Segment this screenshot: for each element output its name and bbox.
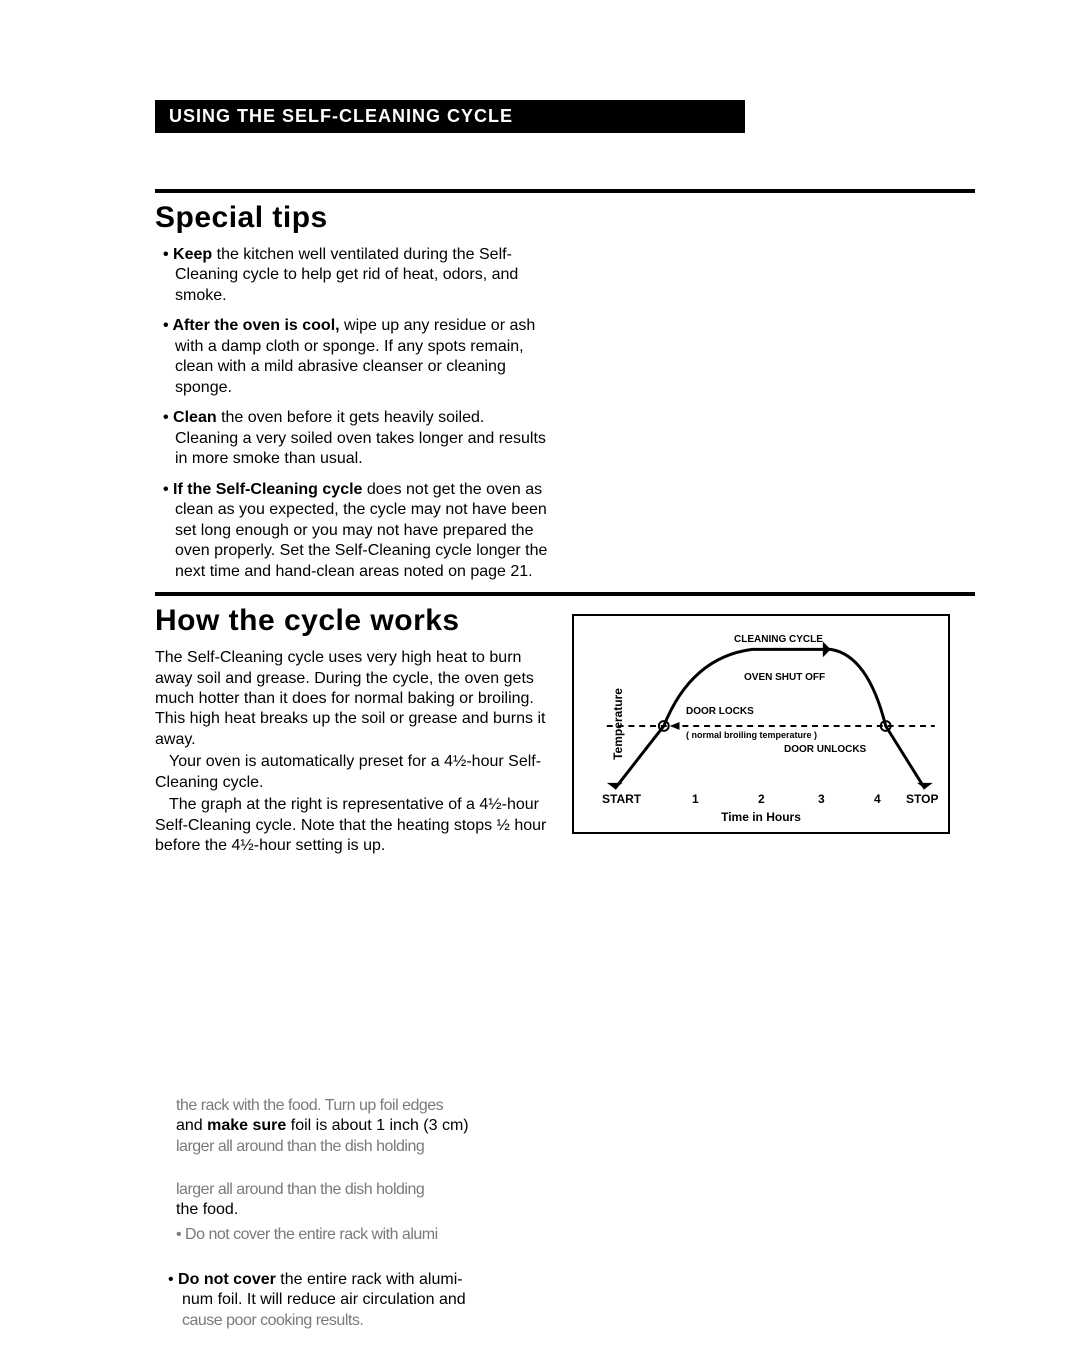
- section-header-bar: USING THE SELF-CLEANING CYCLE: [155, 100, 745, 133]
- chart-xtick-4: 4: [874, 792, 881, 806]
- ghost-fragment: the entire rack with alumi-: [276, 1271, 463, 1288]
- chart-xtick-1: 1: [692, 792, 699, 806]
- ghost-fragment-bold: make sure: [207, 1117, 286, 1134]
- chart-label-cleaning-cycle: CLEANING CYCLE: [734, 634, 823, 645]
- chart-xtick-stop: STOP: [906, 792, 938, 806]
- cleaning-cycle-chart: Temperature CLEANING CYCLE OVEN SHUT OFF…: [572, 614, 950, 834]
- ghost-line: larger all around than the dish holding: [176, 1180, 596, 1200]
- chart-label-normal-broiling: ( normal broiling temperature ): [686, 730, 817, 740]
- ghost-fragment: foil is about 1 inch (3 cm): [286, 1117, 468, 1134]
- how-cycle-works-heading: How the cycle works: [155, 604, 550, 638]
- chart-x-axis-label: Time in Hours: [721, 810, 801, 824]
- ghost-text-block: larger all around than the dish holding …: [176, 1180, 596, 1245]
- tip-rest: the kitchen well ventilated during the S…: [175, 246, 518, 304]
- ghost-line: and make sure foil is about 1 inch (3 cm…: [176, 1116, 596, 1136]
- ghost-line: the rack with the food. Turn up foil edg…: [176, 1096, 596, 1116]
- ghost-text-block: • Do not cover the entire rack with alum…: [168, 1270, 588, 1331]
- ghost-line: • Do not cover the entire rack with alum…: [176, 1225, 596, 1245]
- chart-xtick-3: 3: [818, 792, 825, 806]
- tip-rest: the oven before it gets heavily soiled. …: [175, 409, 546, 467]
- tip-lead: Clean: [173, 409, 217, 426]
- tip-lead: If the Self-Cleaning cycle: [173, 481, 362, 498]
- chart-label-door-unlocks: DOOR UNLOCKS: [784, 744, 866, 755]
- ghost-fragment-bold: Do not cover: [178, 1271, 276, 1288]
- ghost-fragment: •: [168, 1271, 178, 1288]
- tip-bullet: Keep the kitchen well ventilated during …: [155, 245, 550, 306]
- header-title: USING THE SELF-CLEANING CYCLE: [169, 106, 513, 126]
- divider-rule: [155, 189, 975, 193]
- divider-rule: [155, 592, 975, 596]
- ghost-line: the food.: [176, 1200, 596, 1220]
- tip-bullet: After the oven is cool, wipe up any resi…: [155, 316, 550, 398]
- chart-xtick-start: START: [602, 792, 641, 806]
- chart-label-door-locks: DOOR LOCKS: [686, 706, 754, 717]
- body-paragraph: The graph at the right is representative…: [155, 795, 550, 856]
- ghost-line: cause poor cooking results.: [168, 1311, 588, 1331]
- ghost-fragment: and: [176, 1117, 207, 1134]
- ghost-text-block: the rack with the food. Turn up foil edg…: [176, 1096, 596, 1157]
- chart-y-axis-label: Temperature: [611, 688, 625, 760]
- body-paragraph: Your oven is automatically preset for a …: [155, 752, 550, 793]
- ghost-line: larger all around than the dish holding: [176, 1137, 596, 1157]
- tip-lead: After the oven is cool,: [172, 317, 339, 334]
- tip-bullet: If the Self-Cleaning cycle does not get …: [155, 480, 550, 582]
- tip-lead: Keep: [173, 246, 212, 263]
- body-paragraph: The Self-Cleaning cycle uses very high h…: [155, 648, 550, 750]
- ghost-line: • Do not cover the entire rack with alum…: [168, 1270, 588, 1290]
- special-tips-heading: Special tips: [155, 201, 550, 235]
- chart-label-oven-shut-off: OVEN SHUT OFF: [744, 672, 825, 683]
- chart-xtick-2: 2: [758, 792, 765, 806]
- tip-bullet: Clean the oven before it gets heavily so…: [155, 408, 550, 469]
- ghost-line: num foil. It will reduce air circulation…: [168, 1290, 588, 1310]
